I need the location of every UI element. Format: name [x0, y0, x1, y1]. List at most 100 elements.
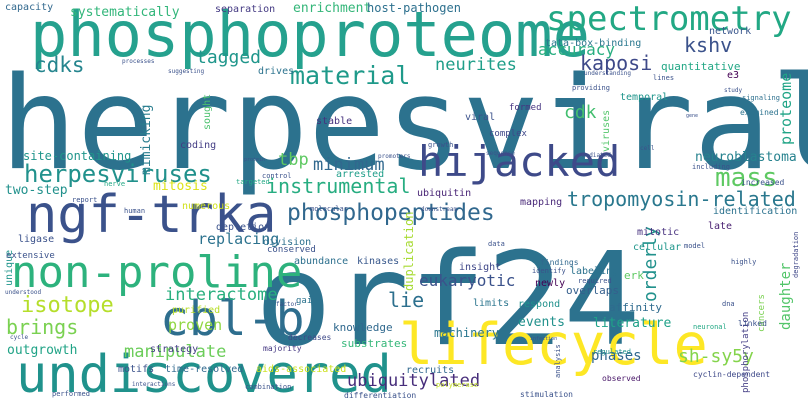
word-mimicking: mimicking	[139, 105, 154, 175]
word-neuroblastoma: neuroblastoma	[695, 150, 797, 165]
word-undiscovered: undiscovered	[16, 345, 392, 404]
word-ubiquitylated: ubiquitylated	[347, 371, 480, 391]
word-arrested: arrested	[336, 169, 384, 180]
word-motifs: motifs	[118, 364, 154, 375]
word-accuracy: accuracy	[538, 40, 615, 59]
word-mitotic: mitotic	[637, 227, 679, 238]
word-tbp: tbp	[278, 150, 309, 170]
word-mediated: mediated	[582, 152, 611, 159]
word-duplication: duplication	[402, 212, 416, 291]
word-capacity: capacity	[5, 2, 53, 13]
word-unique: unique	[4, 250, 15, 286]
word-substrates: substrates	[341, 337, 407, 350]
word-manipulate: manipulate	[124, 342, 226, 362]
word-machinery: machinery	[434, 326, 499, 340]
word-highly: highly	[731, 258, 756, 266]
word-non-proline: non-proline	[11, 247, 302, 298]
word-affinity: affinity	[609, 301, 662, 314]
word-interactome: interactome	[165, 285, 278, 305]
word-linked: linked	[738, 319, 767, 328]
word-kinases: kinases	[357, 256, 399, 267]
word-knowledge: knowledge	[333, 321, 393, 334]
word-targeted: targeted	[236, 178, 270, 186]
word-infection: infection	[530, 336, 557, 342]
word-including: including	[692, 163, 730, 171]
word-nerve: nerve	[104, 180, 125, 188]
word-enrichment: enrichment	[293, 1, 371, 16]
word-ngf-trka: ngf-trka	[26, 185, 276, 245]
word-limits: limits	[473, 298, 509, 309]
word-promoters: promoters	[378, 153, 411, 160]
word-e3: e3	[727, 70, 739, 81]
word-report: report	[72, 196, 97, 204]
word-gene: gene	[686, 113, 698, 119]
word-overlaps: overlaps	[566, 284, 619, 297]
word-mitosis: mitosis	[153, 179, 208, 194]
word-signaling: signaling	[742, 94, 780, 102]
word-time-resolved: time-resolved	[165, 364, 243, 375]
word-herpesviruses: herpesviruses	[24, 160, 212, 188]
word-increased: increased	[741, 178, 785, 187]
word-regulated: regulated	[593, 348, 631, 356]
word-insight: insight	[459, 262, 501, 273]
word-drives: drives	[258, 66, 294, 77]
word-systematically: systematically	[70, 5, 180, 20]
word-kshv: kshv	[684, 33, 732, 57]
word-ligase: ligase	[18, 234, 54, 245]
word-mapping: mapping	[520, 197, 562, 208]
word-interactions: interactions	[132, 381, 176, 388]
word-mass: mass	[715, 163, 778, 193]
word-erk: erk	[624, 269, 644, 282]
word-downstream: downstream	[421, 206, 458, 213]
word-ubiquitin: ubiquitin	[417, 188, 471, 199]
word-factor: factor	[276, 301, 298, 308]
word-protein: protein	[244, 157, 265, 163]
word-stimulation: stimulation	[520, 390, 573, 399]
word-complex: complex	[489, 129, 528, 139]
word-molecular: molecular	[310, 205, 348, 213]
word-kaposi: kaposi	[580, 51, 652, 75]
word-phases: phases	[591, 348, 642, 364]
word-eukaryotic: eukaryotic	[419, 271, 515, 290]
word-decreases: decreases	[288, 333, 332, 342]
word-gain: gain	[296, 296, 318, 306]
word-labeling: labeling	[570, 266, 618, 277]
word-examined: examined	[740, 108, 779, 117]
word-lines: lines	[653, 74, 674, 82]
word-majority: majority	[263, 344, 302, 353]
word-neurites: neurites	[435, 55, 517, 75]
word-identification: identification	[713, 206, 797, 217]
word-newly: newly	[535, 278, 565, 289]
word-quantitative: quantitative	[661, 60, 740, 73]
word-model: model	[684, 242, 705, 250]
word-brings: brings	[6, 315, 78, 339]
word-tata-box-binding: tata-box-binding	[545, 38, 641, 49]
word-stable: stable	[316, 116, 352, 127]
word-providing: providing	[572, 84, 610, 92]
word-sought: sought	[202, 94, 213, 130]
word-formed: formed	[509, 103, 542, 113]
word-viruses: viruses	[601, 110, 612, 152]
word-sequence: sequence	[486, 150, 515, 157]
word-material: material	[290, 61, 410, 90]
word-host-pathogen: host-pathogen	[367, 1, 461, 15]
word-sh-sy5y: sh-sy5y	[678, 346, 754, 367]
word-study: study	[724, 87, 742, 94]
word-polymerase: polymerase	[436, 381, 478, 389]
word-tagged: tagged	[196, 47, 261, 68]
word-isotope: isotope	[21, 293, 114, 318]
word-network: network	[709, 26, 751, 37]
word-minimum: minimum	[313, 155, 385, 175]
word-neuronal: neuronal	[693, 323, 727, 331]
word-replacing: replacing	[198, 230, 279, 248]
word-separation: separation	[215, 4, 275, 15]
word-depletion: depletion	[216, 222, 270, 233]
word-suggesting: suggesting	[168, 68, 205, 75]
word-recruits: recruits	[406, 365, 454, 376]
word-abundance: abundance	[294, 256, 348, 267]
word-observed: observed	[602, 374, 641, 383]
word-herpesviral: herpesviral	[0, 50, 808, 199]
word-cell: cell	[640, 145, 655, 152]
word-processes: processes	[122, 58, 155, 65]
